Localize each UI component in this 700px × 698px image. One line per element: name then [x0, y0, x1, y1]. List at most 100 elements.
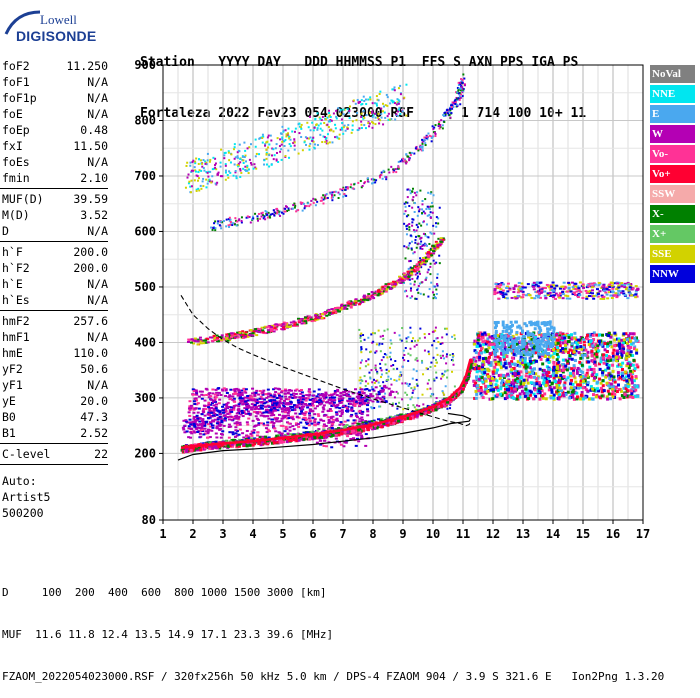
multihop-echo [462, 95, 464, 97]
spread-echo [246, 165, 248, 167]
spread-echo [360, 335, 362, 337]
multihop-echo [350, 186, 352, 188]
spread-echo [527, 382, 530, 385]
spread-echo [569, 372, 572, 375]
spread-echo [233, 393, 236, 395]
spread-echo [353, 419, 356, 421]
spread-echo [518, 365, 521, 368]
spread-echo [339, 113, 341, 115]
spread-echo [511, 356, 514, 359]
spread-echo [430, 193, 432, 195]
spread-echo [514, 350, 517, 353]
spread-echo [331, 120, 333, 122]
spread-echo [386, 356, 388, 358]
spread-echo [402, 366, 404, 368]
spread-echo [558, 393, 561, 396]
spread-echo [300, 136, 302, 138]
multihop-echo [443, 115, 445, 117]
spread-echo [452, 359, 454, 361]
multihop-echo [453, 102, 455, 104]
spread-echo [558, 297, 561, 299]
spread-echo [407, 404, 409, 406]
spread-echo [327, 422, 330, 424]
spread-echo [499, 291, 502, 293]
spread-echo [489, 389, 492, 392]
spread-echo [403, 245, 405, 247]
spread-echo [318, 124, 320, 126]
spread-echo [446, 408, 448, 410]
spread-echo [428, 379, 430, 381]
spread-echo [367, 358, 369, 360]
spread-echo [418, 210, 420, 212]
spread-echo [436, 283, 438, 285]
spread-echo [616, 282, 619, 284]
multihop-echo [407, 156, 409, 158]
spread-echo [399, 113, 401, 115]
spread-echo [391, 88, 393, 90]
spread-echo [428, 353, 430, 355]
multihop-echo [413, 153, 415, 155]
multihop-echo [357, 182, 359, 184]
spread-echo [532, 334, 535, 337]
spread-echo [225, 165, 227, 167]
spread-echo [436, 397, 438, 399]
multihop-echo [462, 79, 464, 81]
spread-echo [242, 159, 244, 161]
spread-echo [481, 340, 484, 343]
spread-echo [225, 179, 227, 181]
spread-echo [347, 124, 349, 126]
spread-echo [314, 407, 317, 409]
spread-echo [442, 390, 444, 392]
spread-echo [255, 390, 258, 392]
spread-echo [435, 359, 437, 361]
spread-echo [541, 322, 544, 325]
spread-echo [410, 297, 412, 299]
spread-echo [300, 411, 303, 413]
spread-echo [524, 322, 527, 325]
spread-echo [255, 168, 257, 170]
spread-echo [192, 388, 195, 390]
spread-echo [267, 136, 269, 138]
spread-echo [204, 428, 207, 430]
spread-echo [527, 392, 530, 395]
spread-echo [398, 109, 400, 111]
spread-echo [319, 118, 321, 120]
spread-echo [561, 286, 564, 288]
spread-echo [414, 251, 416, 253]
spread-echo [449, 354, 451, 356]
spread-echo [400, 371, 402, 373]
spread-echo [195, 407, 198, 409]
spread-echo [411, 221, 413, 223]
spread-echo [437, 337, 439, 339]
spread-echo [293, 428, 296, 430]
multihop-echo [321, 200, 323, 202]
spread-echo [251, 392, 254, 394]
spread-echo [297, 426, 300, 428]
spread-echo [520, 353, 523, 356]
spread-echo [241, 394, 244, 396]
spread-echo [342, 445, 345, 447]
x-tick-label: 14 [546, 527, 560, 541]
spread-echo [281, 411, 284, 413]
spread-echo [494, 283, 497, 285]
spread-echo [248, 172, 250, 174]
spread-echo [360, 416, 363, 418]
spread-echo [353, 100, 355, 102]
spread-echo [272, 148, 274, 150]
spread-echo [313, 147, 315, 149]
spread-echo [560, 389, 563, 392]
spread-echo [598, 282, 601, 284]
spread-echo [383, 330, 385, 332]
spread-echo [249, 159, 251, 161]
spread-echo [632, 342, 635, 345]
spread-echo [566, 297, 569, 299]
spread-echo [239, 176, 241, 178]
spread-echo [360, 436, 363, 438]
spread-echo [326, 124, 328, 126]
spread-echo [309, 116, 311, 118]
spread-echo [311, 122, 313, 124]
spread-echo [421, 362, 423, 364]
y-tick-label: 400 [134, 335, 156, 349]
spread-echo [492, 370, 495, 373]
spread-echo [420, 243, 422, 245]
